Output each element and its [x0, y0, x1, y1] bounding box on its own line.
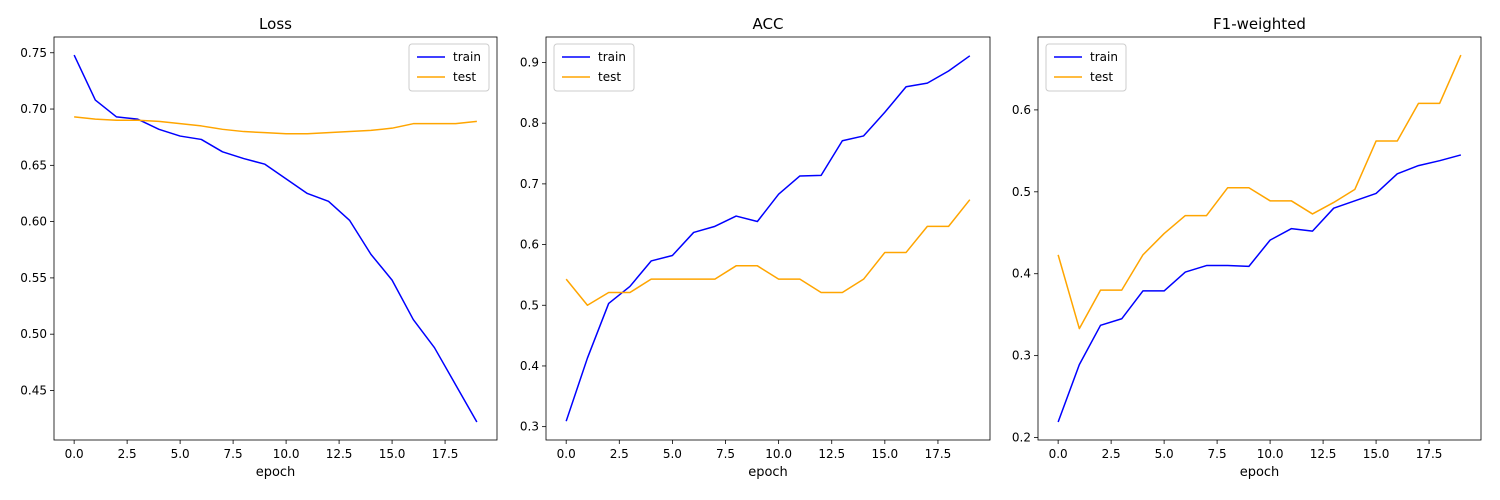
- legend: train test: [1045, 43, 1127, 92]
- y-tick-label: 0.7: [520, 177, 539, 191]
- legend: train test: [553, 43, 635, 92]
- y-tick-label: 0.70: [20, 102, 47, 116]
- x-tick-label: 7.5: [1208, 447, 1227, 461]
- x-tick-label: 10.0: [273, 447, 300, 461]
- chart-title: Loss: [259, 15, 292, 33]
- chart-panel-1: ACC 0.0 2.5 5.0 7.5 10.0 12.5 15.0 17.5 0.3 0.4 0.5…: [520, 15, 991, 480]
- x-tick-label: 0.0: [1049, 447, 1068, 461]
- x-axis-label: epoch: [256, 465, 296, 480]
- x-tick-label: 2.5: [1102, 447, 1121, 461]
- legend-label-test: test: [453, 70, 476, 84]
- legend-label-train: train: [598, 50, 626, 64]
- x-tick-label: 0.0: [65, 447, 84, 461]
- y-tick-label: 0.5: [520, 298, 539, 312]
- legend-label-test: test: [598, 70, 621, 84]
- x-axis-label: epoch: [1240, 465, 1280, 480]
- legend: train test: [408, 43, 490, 92]
- plot-frame: [53, 36, 498, 441]
- x-tick-label: 5.0: [1155, 447, 1174, 461]
- legend-box: [1045, 43, 1127, 92]
- chart-title: ACC: [753, 15, 784, 33]
- x-tick-label: 15.0: [379, 447, 406, 461]
- legend-box: [553, 43, 635, 92]
- x-tick-label: 2.5: [610, 447, 629, 461]
- x-tick-label: 17.5: [1416, 447, 1443, 461]
- y-tick-label: 0.6: [520, 238, 539, 252]
- x-tick-label: 2.5: [118, 447, 137, 461]
- chart-panel-0: Loss 0.0 2.5 5.0 7.5 10.0 12.5 15.0 17.5 0.45 0.50…: [20, 15, 498, 480]
- y-tick-label: 0.55: [20, 271, 47, 285]
- series-line-train: [565, 55, 971, 422]
- y-tick-label: 0.50: [20, 327, 47, 341]
- legend-label-train: train: [1090, 50, 1118, 64]
- x-tick-label: 15.0: [871, 447, 898, 461]
- series-line-test: [74, 116, 477, 135]
- x-tick-label: 0.0: [557, 447, 576, 461]
- x-tick-label: 17.5: [925, 447, 952, 461]
- legend-label-test: test: [1090, 70, 1113, 84]
- x-tick-label: 17.5: [432, 447, 459, 461]
- x-tick-label: 5.0: [663, 447, 682, 461]
- x-tick-label: 12.5: [818, 447, 845, 461]
- x-axis-label: epoch: [748, 465, 788, 480]
- x-tick-label: 10.0: [1257, 447, 1284, 461]
- y-tick-label: 0.3: [1012, 349, 1031, 363]
- y-tick-label: 0.4: [1012, 267, 1031, 281]
- y-tick-label: 0.8: [520, 116, 539, 130]
- x-tick-label: 12.5: [326, 447, 353, 461]
- x-tick-label: 12.5: [1310, 447, 1337, 461]
- series-line-test: [565, 199, 971, 307]
- y-tick-label: 0.45: [20, 383, 47, 397]
- y-tick-label: 0.75: [20, 46, 47, 60]
- x-tick-label: 10.0: [765, 447, 792, 461]
- x-tick-label: 5.0: [171, 447, 190, 461]
- y-tick-label: 0.2: [1012, 431, 1031, 445]
- y-tick-label: 0.9: [520, 55, 539, 69]
- plot-frame: [1037, 36, 1482, 441]
- y-tick-label: 0.4: [520, 359, 539, 373]
- x-tick-label: 7.5: [716, 447, 735, 461]
- legend-box: [408, 43, 490, 92]
- plot-frame: [545, 36, 991, 441]
- x-tick-label: 7.5: [224, 447, 243, 461]
- y-tick-label: 0.65: [20, 158, 47, 172]
- legend-label-train: train: [453, 50, 481, 64]
- chart-panel-2: F1-weighted 0.0 2.5 5.0 7.5 10.0 12.5 15.0 17.5 0…: [1012, 15, 1482, 480]
- series-line-train: [1057, 154, 1462, 423]
- x-tick-label: 15.0: [1363, 447, 1390, 461]
- y-tick-label: 0.3: [520, 420, 539, 434]
- chart-title: F1-weighted: [1213, 15, 1306, 33]
- series-line-test: [1057, 54, 1462, 330]
- y-tick-label: 0.60: [20, 215, 47, 229]
- y-tick-label: 0.5: [1012, 185, 1031, 199]
- y-tick-label: 0.6: [1012, 103, 1031, 117]
- series-line-train: [73, 54, 478, 423]
